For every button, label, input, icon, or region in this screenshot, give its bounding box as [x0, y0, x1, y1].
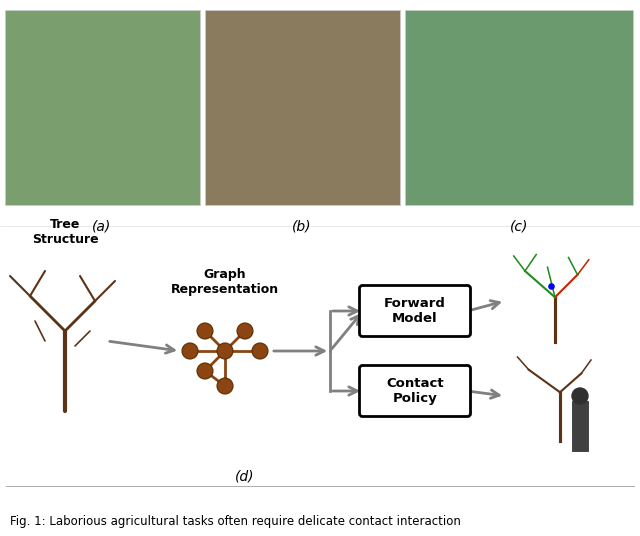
- FancyBboxPatch shape: [5, 10, 200, 205]
- Text: (b): (b): [292, 220, 312, 234]
- Circle shape: [252, 343, 268, 359]
- FancyBboxPatch shape: [360, 366, 470, 416]
- Text: Graph
Representation: Graph Representation: [171, 268, 279, 296]
- Circle shape: [572, 388, 588, 404]
- Circle shape: [182, 343, 198, 359]
- FancyBboxPatch shape: [205, 10, 400, 205]
- Circle shape: [217, 378, 233, 394]
- Text: (d): (d): [236, 469, 255, 483]
- Text: Tree
Structure: Tree Structure: [32, 218, 99, 246]
- Bar: [572, 401, 588, 451]
- Text: Contact
Policy: Contact Policy: [386, 377, 444, 405]
- Circle shape: [217, 343, 233, 359]
- Text: Forward
Model: Forward Model: [384, 297, 446, 325]
- Circle shape: [197, 363, 213, 379]
- Circle shape: [237, 323, 253, 339]
- Circle shape: [197, 323, 213, 339]
- FancyBboxPatch shape: [360, 286, 470, 337]
- Text: (c): (c): [510, 220, 528, 234]
- FancyBboxPatch shape: [405, 10, 633, 205]
- Text: Fig. 1: Laborious agricultural tasks often require delicate contact interaction: Fig. 1: Laborious agricultural tasks oft…: [10, 516, 461, 528]
- Text: (a): (a): [92, 220, 111, 234]
